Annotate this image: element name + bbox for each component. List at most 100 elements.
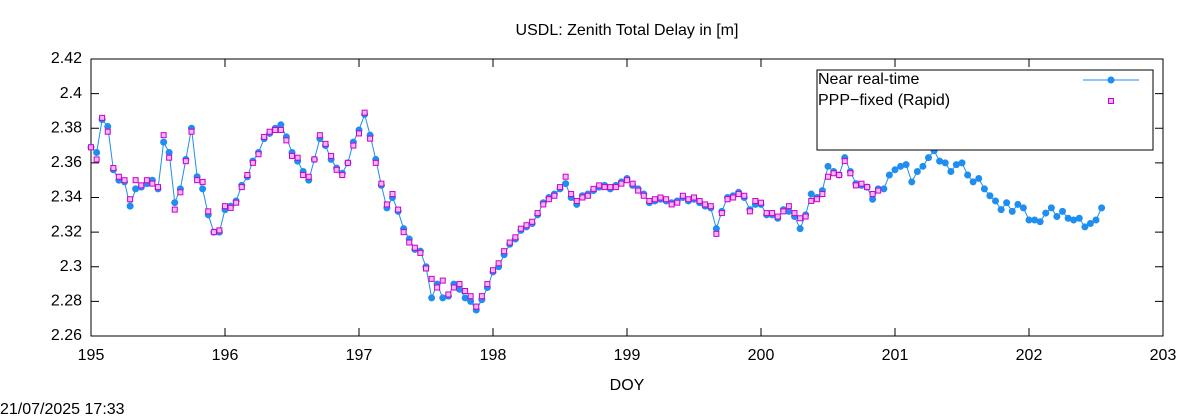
data-point [104, 123, 112, 131]
data-point [1031, 216, 1039, 224]
data-point [149, 180, 156, 187]
data-point [691, 194, 697, 201]
data-point [428, 294, 436, 302]
data-point [713, 230, 720, 237]
data-point [657, 194, 664, 201]
data-point [372, 159, 379, 166]
data-point [1042, 209, 1050, 217]
data-point [785, 207, 793, 215]
data-point [952, 161, 960, 169]
data-point [529, 218, 536, 225]
data-point [462, 287, 469, 294]
data-point [383, 201, 390, 208]
data-point [707, 203, 714, 210]
data-point [439, 277, 446, 284]
data-point [277, 126, 284, 133]
data-point [199, 178, 206, 185]
data-point [93, 156, 100, 163]
data-point [305, 173, 312, 180]
data-point [902, 161, 910, 169]
data-point [289, 152, 295, 159]
data-point [238, 184, 245, 191]
data-point [913, 168, 921, 176]
data-point [143, 177, 150, 184]
data-point [316, 132, 323, 139]
data-point [194, 177, 201, 184]
data-point [980, 185, 988, 193]
data-point [763, 210, 770, 217]
data-point [796, 225, 804, 233]
data-point [986, 192, 994, 200]
data-point [199, 185, 207, 193]
data-point [110, 165, 117, 172]
data-point [607, 184, 614, 191]
data-point [406, 239, 413, 246]
data-point [400, 229, 407, 236]
data-point [328, 152, 335, 159]
data-point [635, 187, 642, 194]
data-point [1008, 207, 1016, 215]
y-tick-label: 2.32 [51, 223, 82, 240]
data-point [557, 184, 563, 191]
data-point [551, 192, 558, 199]
data-point [456, 285, 463, 293]
data-point [819, 191, 826, 198]
data-point [813, 196, 820, 203]
data-point [724, 196, 731, 203]
data-point [746, 208, 753, 215]
data-point [255, 151, 262, 158]
x-axis-label: DOY [610, 377, 645, 394]
data-point [344, 159, 351, 166]
x-tick-label: 202 [1016, 347, 1043, 364]
data-point [473, 303, 480, 310]
data-point [395, 206, 402, 213]
data-point [958, 159, 966, 167]
data-point [975, 174, 983, 182]
data-point [629, 180, 636, 187]
data-point [104, 128, 111, 135]
data-point [545, 196, 552, 203]
data-point [99, 114, 106, 121]
legend-box [816, 69, 1154, 151]
x-tick-label: 199 [614, 347, 641, 364]
data-point [177, 189, 184, 196]
data-point [1014, 200, 1022, 208]
data-point [1025, 216, 1033, 224]
data-point [339, 171, 346, 178]
data-point [294, 154, 301, 161]
data-point [249, 159, 256, 166]
data-point [205, 208, 212, 215]
data-point [322, 140, 329, 147]
chart-title: USDL: Zenith Total Delay in [m] [516, 22, 739, 39]
data-point [735, 191, 742, 198]
data-point [523, 222, 530, 229]
data-point [712, 225, 720, 233]
data-point [138, 182, 145, 189]
data-point [132, 185, 140, 193]
data-point [188, 128, 195, 135]
data-point [389, 191, 396, 198]
data-point [568, 191, 575, 198]
data-point [852, 182, 859, 189]
y-tick-label: 2.4 [60, 85, 82, 102]
y-tick-label: 2.36 [51, 154, 82, 171]
data-point [428, 275, 435, 282]
data-point [579, 194, 586, 201]
data-point [875, 187, 882, 194]
data-point [450, 284, 457, 291]
data-point [885, 171, 893, 179]
data-point [562, 180, 570, 188]
data-point [478, 293, 485, 300]
x-tick-label: 201 [882, 347, 909, 364]
data-point [1047, 204, 1055, 212]
data-point [562, 173, 569, 180]
data-point [378, 180, 385, 187]
data-point [93, 148, 101, 156]
data-point [311, 156, 318, 163]
data-point [244, 171, 251, 178]
data-point [573, 197, 580, 204]
y-tick-label: 2.28 [51, 293, 82, 310]
timestamp: 21/07/2025 17:33 [0, 401, 125, 418]
